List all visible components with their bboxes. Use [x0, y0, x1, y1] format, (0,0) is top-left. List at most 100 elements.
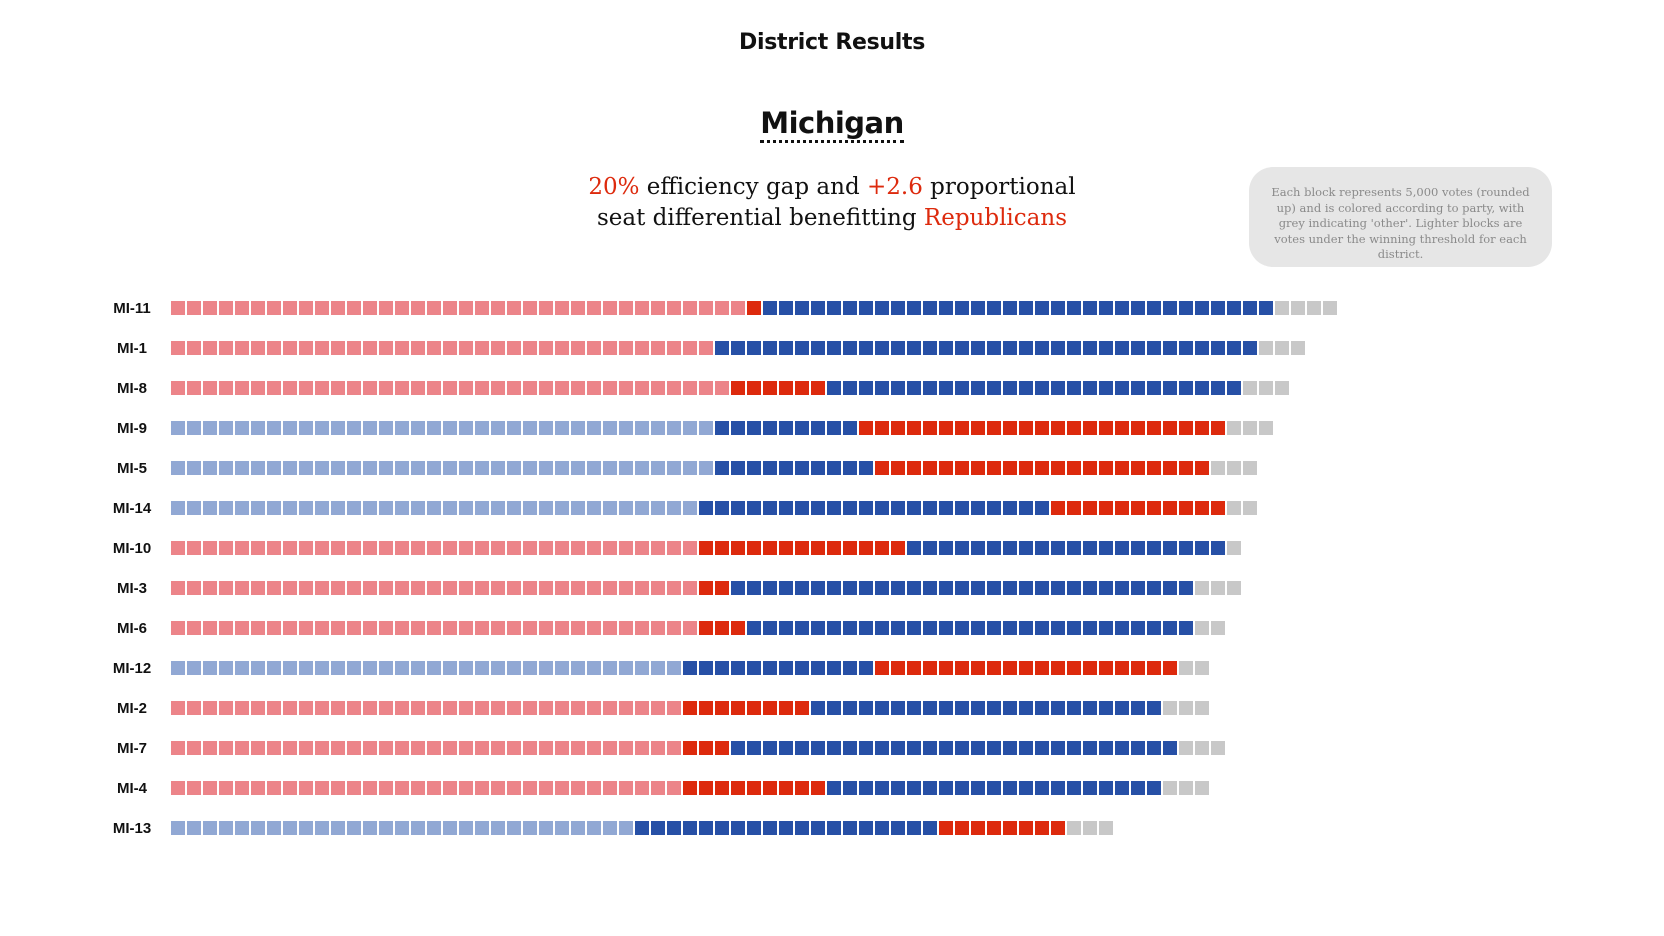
vote-block-rep	[715, 741, 729, 755]
vote-block-dem-light	[523, 661, 537, 675]
vote-block-dem-light	[187, 461, 201, 475]
vote-block-rep-light	[267, 621, 281, 635]
vote-block-dem	[747, 741, 761, 755]
vote-block-dem-light	[171, 461, 185, 475]
vote-block-dem-light	[427, 821, 441, 835]
vote-block-dem	[1099, 341, 1113, 355]
vote-block-dem-light	[555, 461, 569, 475]
vote-block-rep-light	[555, 621, 569, 635]
vote-block-rep-light	[187, 581, 201, 595]
vote-block-rep	[1195, 461, 1209, 475]
vote-block-rep-light	[459, 301, 473, 315]
vote-block-rep-light	[555, 741, 569, 755]
vote-block-dem	[715, 501, 729, 515]
vote-block-dem	[827, 341, 841, 355]
vote-block-dem	[955, 341, 969, 355]
vote-block-rep-light	[331, 301, 345, 315]
vote-block-dem-light	[395, 421, 409, 435]
vote-block-rep-light	[459, 741, 473, 755]
vote-block-rep-light	[203, 781, 217, 795]
vote-block-rep-light	[251, 741, 265, 755]
vote-block-rep-light	[603, 541, 617, 555]
vote-block-dem	[923, 621, 937, 635]
vote-block-rep-light	[619, 541, 633, 555]
vote-block-dem	[1051, 341, 1065, 355]
vote-block-dem	[1131, 781, 1145, 795]
district-label: MI-10	[112, 540, 152, 557]
vote-block-rep	[923, 661, 937, 675]
vote-block-dem	[859, 781, 873, 795]
vote-block-dem	[955, 381, 969, 395]
vote-block-dem	[827, 461, 841, 475]
vote-block-rep-light	[219, 581, 233, 595]
vote-block-dem-light	[363, 661, 377, 675]
vote-block-rep-light	[539, 381, 553, 395]
vote-block-dem-light	[315, 821, 329, 835]
vote-block-dem-light	[507, 821, 521, 835]
vote-block-dem	[1083, 741, 1097, 755]
vote-block-dem	[907, 341, 921, 355]
vote-block-dem	[939, 741, 953, 755]
vote-block-dem	[907, 741, 921, 755]
vote-block-rep	[779, 781, 793, 795]
vote-block-rep	[715, 621, 729, 635]
vote-block-dem-light	[523, 421, 537, 435]
vote-block-dem-light	[235, 421, 249, 435]
vote-block-rep-light	[683, 381, 697, 395]
vote-block-dem	[1083, 381, 1097, 395]
vote-block-rep-light	[203, 621, 217, 635]
vote-block-rep-light	[619, 701, 633, 715]
vote-block-rep-light	[603, 341, 617, 355]
vote-block-rep-light	[251, 581, 265, 595]
vote-block-rep-light	[235, 301, 249, 315]
vote-block-rep-light	[363, 781, 377, 795]
vote-block-rep-light	[667, 381, 681, 395]
vote-block-rep-light	[251, 781, 265, 795]
vote-block-rep-light	[251, 621, 265, 635]
vote-block-dem	[731, 341, 745, 355]
vote-block-dem	[827, 421, 841, 435]
state-title[interactable]: Michigan	[760, 106, 904, 143]
vote-block-dem-light	[667, 501, 681, 515]
vote-block-dem	[1131, 701, 1145, 715]
vote-block-dem	[1211, 341, 1225, 355]
vote-block-dem	[1211, 301, 1225, 315]
vote-block-dem-light	[299, 461, 313, 475]
vote-block-other	[1163, 701, 1177, 715]
vote-block-rep-light	[571, 541, 585, 555]
vote-block-rep	[891, 541, 905, 555]
vote-block-rep-light	[699, 381, 713, 395]
vote-block-dem-light	[475, 821, 489, 835]
vote-block-dem	[1243, 341, 1257, 355]
vote-block-rep-light	[667, 741, 681, 755]
district-label: MI-6	[117, 620, 147, 637]
vote-block-dem-light	[699, 421, 713, 435]
vote-block-dem	[859, 821, 873, 835]
vote-block-dem	[747, 581, 761, 595]
vote-block-rep-light	[491, 301, 505, 315]
vote-block-rep	[1019, 661, 1033, 675]
vote-block-rep	[987, 421, 1001, 435]
vote-block-rep-light	[411, 621, 425, 635]
vote-block-rep	[699, 701, 713, 715]
vote-block-other	[1275, 341, 1289, 355]
vote-block-dem	[907, 781, 921, 795]
vote-block-rep-light	[651, 741, 665, 755]
vote-block-rep	[811, 381, 825, 395]
vote-block-rep-light	[331, 541, 345, 555]
vote-block-dem-light	[539, 821, 553, 835]
vote-block-other	[1179, 661, 1193, 675]
vote-block-rep-light	[475, 701, 489, 715]
vote-block-dem	[955, 581, 969, 595]
vote-block-rep-light	[603, 581, 617, 595]
vote-block-dem	[1115, 301, 1129, 315]
vote-block-rep-light	[235, 781, 249, 795]
vote-block-rep-light	[507, 381, 521, 395]
vote-block-rep	[731, 621, 745, 635]
vote-block-rep-light	[587, 301, 601, 315]
district-label: MI-4	[117, 780, 147, 797]
vote-block-dem	[795, 341, 809, 355]
vote-block-dem	[1179, 541, 1193, 555]
vote-block-rep	[1115, 421, 1129, 435]
vote-block-rep-light	[187, 621, 201, 635]
